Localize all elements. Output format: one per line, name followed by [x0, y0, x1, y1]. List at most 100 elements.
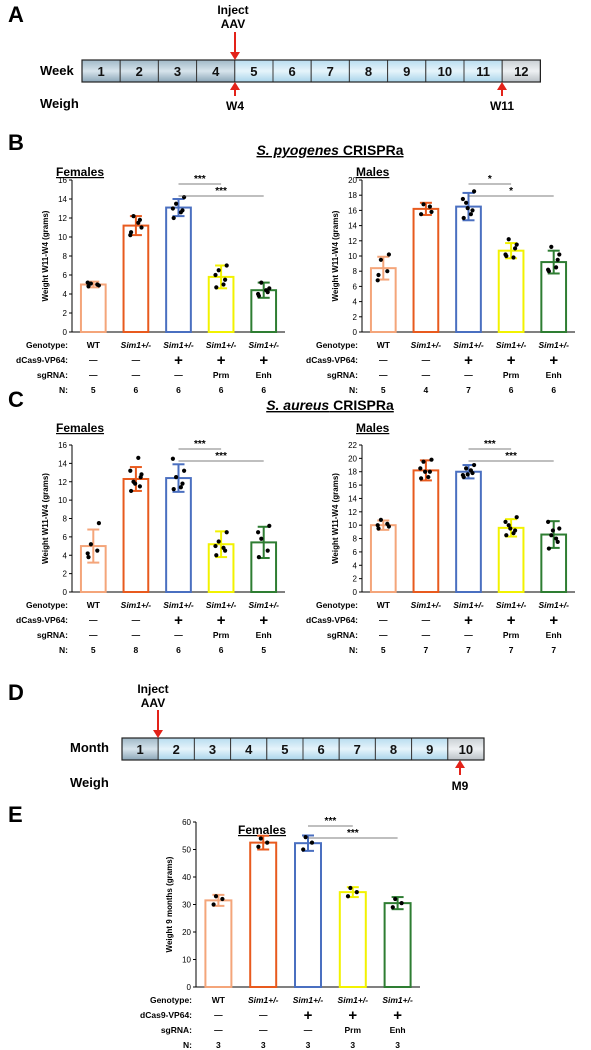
row-cell-genotype: WT	[87, 340, 101, 350]
data-point	[472, 189, 477, 194]
data-point	[546, 519, 551, 524]
month-cell-label: 7	[354, 742, 361, 757]
data-point	[427, 204, 432, 209]
bar	[497, 526, 525, 594]
row-label-genotype: Genotype:	[316, 600, 358, 610]
data-point	[303, 835, 308, 840]
data-point	[213, 543, 218, 549]
data-point	[214, 285, 219, 290]
bar	[497, 249, 525, 333]
month-cell-label: 3	[209, 742, 216, 757]
panel-c-title-rest: CRISPRa	[329, 397, 394, 413]
weigh-mark-w4: W4	[226, 99, 244, 113]
row-cell-sgrna: Enh	[256, 370, 272, 380]
month-cell-label: 2	[173, 742, 180, 757]
y-axis-label: Weight W11-W4 (grams)	[41, 473, 50, 564]
data-point	[546, 546, 552, 551]
month-cell-label: 10	[459, 742, 473, 757]
data-point	[95, 548, 100, 553]
panel-b-title: S. pyogenes CRISPRa	[256, 142, 403, 158]
y-tick-label: 12	[58, 214, 67, 223]
data-point	[136, 220, 141, 225]
panel-b-title-species: S. pyogenes	[256, 142, 339, 158]
significance-label: *	[509, 186, 513, 197]
data-point	[427, 469, 432, 474]
data-point	[385, 269, 390, 274]
data-point	[429, 209, 434, 215]
row-cell-genotype: Sim1+/-	[411, 340, 442, 350]
significance-label: ***	[325, 816, 337, 827]
panel-d-inject-line2: AAV	[141, 696, 165, 710]
row-cell-dcas9: +	[304, 1007, 313, 1024]
row-cell-dcas9: +	[174, 352, 183, 369]
row-cell-sgrna: Enh	[546, 370, 562, 380]
data-point	[461, 215, 466, 221]
chart-B_males: Males 0 2 4 6 8 10 12 14 16 18 20 Weight W11-W4 (gra…	[306, 165, 575, 395]
row-cell-n: 3	[261, 1040, 266, 1050]
data-point	[418, 466, 423, 471]
y-tick-label: 40	[182, 873, 191, 882]
data-point	[348, 885, 353, 891]
row-cell-n: 4	[424, 385, 429, 395]
data-point	[390, 905, 395, 910]
data-point	[174, 475, 179, 480]
weigh-mark-m9: M9	[452, 779, 469, 793]
panel-d-inject-line1: Inject	[137, 682, 168, 696]
bar	[204, 899, 233, 988]
row-cell-sgrna: —	[422, 630, 431, 640]
data-point	[393, 896, 398, 902]
y-tick-label: 14	[348, 494, 357, 503]
row-label-sgrna: sgRNA:	[327, 370, 358, 380]
significance-label: ***	[505, 451, 517, 462]
data-point	[386, 252, 391, 257]
row-cell-n: 6	[176, 645, 181, 655]
data-point	[213, 894, 219, 899]
data-point	[128, 468, 133, 473]
row-cell-genotype: Sim1+/-	[496, 600, 527, 610]
significance-label: ***	[484, 439, 496, 450]
data-point	[468, 468, 473, 473]
y-tick-label: 12	[348, 237, 357, 246]
y-tick-label: 6	[63, 533, 68, 542]
month-cell-label: 9	[426, 742, 433, 757]
y-tick-label: 4	[353, 298, 358, 307]
row-cell-sgrna: Enh	[390, 1025, 406, 1035]
data-point	[139, 225, 144, 230]
y-tick-label: 14	[348, 222, 357, 231]
month-cell-label: 5	[281, 742, 288, 757]
y-tick-label: 0	[63, 588, 68, 597]
row-cell-genotype: Sim1+/-	[293, 995, 324, 1005]
data-point	[170, 206, 175, 211]
data-point	[465, 206, 470, 211]
data-point	[426, 474, 431, 480]
y-tick-label: 8	[353, 267, 358, 276]
y-axis-label: Weight 9 months (grams)	[165, 856, 174, 952]
row-cell-n: 5	[381, 385, 386, 395]
data-point	[423, 469, 428, 474]
chart-C_females: Females 0 2 4 6 8 10 12 14 16 Weight W11-W4 (grams…	[16, 421, 285, 655]
data-point	[259, 536, 264, 541]
data-point	[511, 531, 516, 536]
row-cell-genotype: Sim1+/-	[163, 600, 194, 610]
row-cell-genotype: Sim1+/-	[411, 600, 442, 610]
significance-label: ***	[215, 186, 227, 197]
week-cell-label: 1	[97, 64, 104, 79]
y-tick-label: 10	[348, 252, 357, 261]
week-cell-label: 6	[288, 64, 295, 79]
y-axis-label: Weight W11-W4 (grams)	[331, 210, 340, 301]
data-point	[386, 524, 391, 529]
data-point	[557, 252, 562, 257]
data-point	[178, 210, 183, 215]
month-timeline: 1 2 3 4 5 6 7 8 9 10 M9	[121, 710, 485, 793]
row-cell-sgrna: —	[464, 630, 473, 640]
data-point	[465, 472, 470, 477]
y-tick-label: 20	[182, 928, 191, 937]
y-tick-label: 2	[353, 313, 358, 322]
row-cell-sgrna: —	[422, 370, 431, 380]
panel-c-title-species: S. aureus	[266, 397, 329, 413]
row-label-genotype: Genotype:	[316, 340, 358, 350]
data-point	[421, 459, 426, 464]
data-point	[265, 840, 270, 845]
row-label-n: N:	[59, 645, 68, 655]
weigh-arrow-w11-head	[497, 82, 507, 90]
